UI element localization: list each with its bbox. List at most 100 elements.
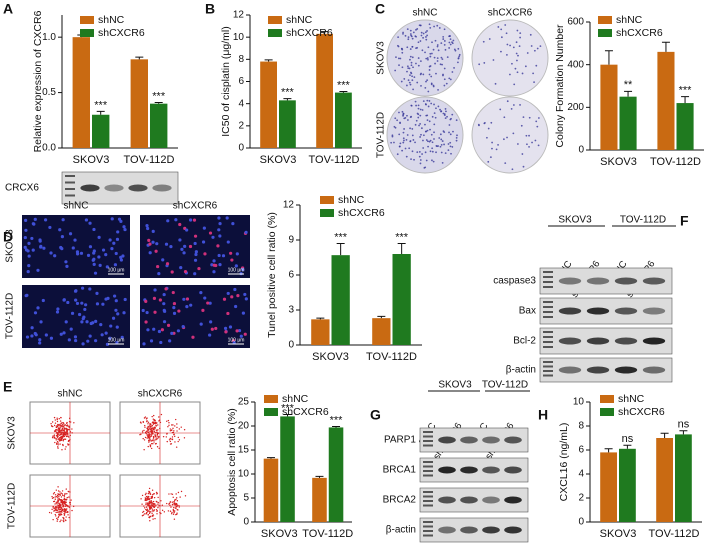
- legend-swatch: [268, 16, 282, 24]
- y-axis-label: Tunel positive cell ratio (%): [266, 212, 278, 338]
- colony: [405, 138, 408, 141]
- colony: [420, 34, 423, 37]
- legend-label: shNC: [616, 14, 643, 26]
- event: [59, 425, 62, 427]
- colony: [450, 152, 452, 155]
- nucleus: [110, 247, 114, 251]
- event: [50, 425, 53, 427]
- colony: [420, 133, 422, 136]
- event: [60, 513, 63, 516]
- event: [65, 435, 68, 438]
- colony: [406, 46, 409, 49]
- ladder-band: [423, 491, 433, 493]
- event: [57, 444, 59, 446]
- colony: [443, 28, 446, 31]
- legend-swatch: [80, 16, 94, 24]
- event: [171, 436, 174, 438]
- ladder-band: [543, 271, 553, 273]
- event: [151, 489, 154, 491]
- event: [152, 500, 155, 503]
- event: [59, 520, 61, 523]
- event: [155, 422, 157, 424]
- event: [149, 426, 151, 429]
- event: [59, 494, 62, 496]
- event: [56, 520, 58, 522]
- nucleus: [151, 240, 155, 244]
- colony: [436, 57, 439, 60]
- colony: [521, 153, 524, 155]
- event: [160, 413, 163, 416]
- y-tick-label: 12: [233, 10, 245, 21]
- bar: [392, 254, 411, 345]
- colony: [419, 136, 422, 138]
- event: [60, 496, 63, 498]
- event: [54, 419, 56, 421]
- event: [173, 506, 175, 509]
- event: [71, 428, 73, 430]
- event: [55, 439, 57, 441]
- event: [64, 512, 66, 514]
- nucleus: [38, 338, 42, 342]
- nucleus: [166, 219, 170, 223]
- colony: [443, 84, 446, 87]
- colony: [449, 133, 452, 136]
- event: [151, 427, 154, 429]
- x-tick-label: SKOV3: [600, 156, 637, 168]
- nucleus: [58, 228, 62, 232]
- event: [64, 510, 67, 512]
- event: [150, 507, 152, 509]
- colony: [446, 56, 449, 59]
- event: [175, 446, 178, 448]
- event: [165, 436, 168, 438]
- colony: [483, 62, 486, 64]
- band: [438, 526, 456, 534]
- colony: [416, 112, 419, 115]
- colony: [406, 114, 408, 117]
- colony: [419, 24, 422, 27]
- colony: [413, 158, 415, 161]
- nucleus: [80, 301, 84, 305]
- legend-label: shCXCR6: [338, 207, 385, 219]
- colony: [486, 136, 488, 139]
- event: [151, 440, 153, 442]
- event: [175, 498, 177, 501]
- row-label: TOV-112D: [376, 112, 387, 158]
- nucleus: [122, 225, 126, 229]
- nucleus: [152, 296, 157, 300]
- event: [148, 498, 151, 500]
- nucleus: [85, 320, 89, 324]
- y-tick-label: 10: [238, 469, 250, 480]
- nucleus: [188, 244, 193, 249]
- error-bar: [332, 425, 341, 428]
- event: [158, 416, 160, 418]
- event: [57, 423, 59, 426]
- panel-letter: H: [538, 407, 548, 423]
- nucleus: [66, 300, 70, 305]
- colony: [405, 155, 408, 158]
- event: [150, 435, 152, 437]
- event: [170, 493, 172, 495]
- event: [58, 498, 60, 500]
- error-bar: [315, 475, 324, 478]
- colony: [487, 127, 490, 130]
- colony: [443, 43, 446, 46]
- band: [128, 184, 148, 192]
- event: [152, 515, 154, 517]
- dish: [386, 96, 464, 174]
- band: [614, 337, 638, 345]
- nucleus: [117, 217, 122, 221]
- event: [150, 502, 153, 504]
- colony: [521, 72, 524, 75]
- colony: [421, 153, 423, 155]
- nucleus: [162, 292, 166, 297]
- colony: [415, 119, 418, 122]
- colony: [403, 117, 406, 120]
- colony: [488, 38, 491, 40]
- error-bar: [339, 90, 348, 93]
- colony: [430, 102, 433, 105]
- colony: [503, 116, 506, 119]
- nucleus: [223, 326, 228, 330]
- colony: [422, 36, 424, 39]
- legend-swatch: [264, 395, 278, 403]
- nucleus: [158, 298, 162, 302]
